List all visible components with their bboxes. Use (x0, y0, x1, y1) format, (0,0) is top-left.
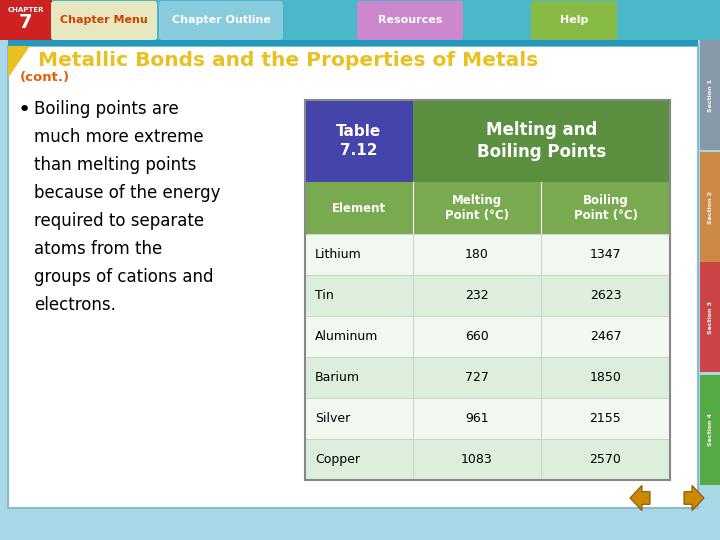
Polygon shape (630, 485, 650, 511)
Text: required to separate: required to separate (34, 212, 204, 230)
Text: 2467: 2467 (590, 330, 621, 343)
FancyBboxPatch shape (357, 1, 463, 40)
Text: than melting points: than melting points (34, 156, 197, 174)
FancyBboxPatch shape (305, 100, 413, 182)
Text: Boiling
Point (°C): Boiling Point (°C) (574, 194, 637, 222)
Text: Section 1: Section 1 (708, 78, 713, 111)
FancyBboxPatch shape (305, 316, 670, 357)
Text: 1850: 1850 (590, 371, 621, 384)
Text: Aluminum: Aluminum (315, 330, 379, 343)
FancyBboxPatch shape (305, 100, 670, 480)
FancyBboxPatch shape (305, 275, 670, 316)
Text: electrons.: electrons. (34, 296, 116, 314)
Text: Table
7.12: Table 7.12 (336, 124, 382, 158)
Text: 961: 961 (465, 412, 489, 425)
FancyBboxPatch shape (305, 182, 670, 234)
Text: Chapter Outline: Chapter Outline (171, 15, 271, 25)
Text: Chapter Menu: Chapter Menu (60, 15, 148, 25)
Text: Lithium: Lithium (315, 248, 361, 261)
Text: 2623: 2623 (590, 289, 621, 302)
FancyBboxPatch shape (700, 375, 720, 485)
Text: 2155: 2155 (590, 412, 621, 425)
FancyBboxPatch shape (305, 357, 670, 398)
FancyBboxPatch shape (413, 100, 670, 182)
FancyBboxPatch shape (305, 439, 670, 480)
Text: 1347: 1347 (590, 248, 621, 261)
Text: Barium: Barium (315, 371, 360, 384)
Text: Boiling points are: Boiling points are (34, 100, 179, 118)
Text: Section 3: Section 3 (708, 300, 713, 334)
FancyBboxPatch shape (700, 152, 720, 262)
FancyBboxPatch shape (51, 1, 157, 40)
FancyBboxPatch shape (700, 40, 720, 150)
Text: groups of cations and: groups of cations and (34, 268, 214, 286)
Text: 232: 232 (465, 289, 489, 302)
FancyBboxPatch shape (700, 262, 720, 372)
Text: 180: 180 (465, 248, 489, 261)
Text: Copper: Copper (315, 453, 360, 466)
Text: because of the energy: because of the energy (34, 184, 220, 202)
FancyBboxPatch shape (531, 1, 617, 40)
FancyBboxPatch shape (305, 234, 670, 275)
Text: Help: Help (560, 15, 588, 25)
Text: (cont.): (cont.) (20, 71, 70, 84)
Text: Tin: Tin (315, 289, 334, 302)
Text: 2570: 2570 (590, 453, 621, 466)
Text: Melting and
Boiling Points: Melting and Boiling Points (477, 121, 606, 161)
FancyBboxPatch shape (0, 0, 52, 40)
FancyBboxPatch shape (305, 398, 670, 439)
Polygon shape (684, 485, 704, 511)
Text: Silver: Silver (315, 412, 350, 425)
Text: much more extreme: much more extreme (34, 128, 204, 146)
Text: 660: 660 (465, 330, 489, 343)
Text: atoms from the: atoms from the (34, 240, 162, 258)
Text: CHAPTER: CHAPTER (8, 7, 44, 13)
FancyBboxPatch shape (8, 46, 698, 508)
FancyBboxPatch shape (159, 1, 283, 40)
FancyBboxPatch shape (0, 0, 720, 40)
Text: Metallic Bonds and the Properties of Metals: Metallic Bonds and the Properties of Met… (38, 51, 539, 70)
FancyBboxPatch shape (8, 40, 698, 46)
Text: 727: 727 (465, 371, 489, 384)
Text: 1083: 1083 (461, 453, 493, 466)
Text: 7: 7 (19, 12, 32, 31)
Text: Melting
Point (°C): Melting Point (°C) (445, 194, 509, 222)
Text: •: • (18, 100, 31, 120)
Text: Section 4: Section 4 (708, 414, 713, 447)
Text: Section 2: Section 2 (708, 191, 713, 224)
Polygon shape (8, 46, 30, 78)
Text: Resources: Resources (378, 15, 442, 25)
Text: Element: Element (332, 201, 386, 214)
